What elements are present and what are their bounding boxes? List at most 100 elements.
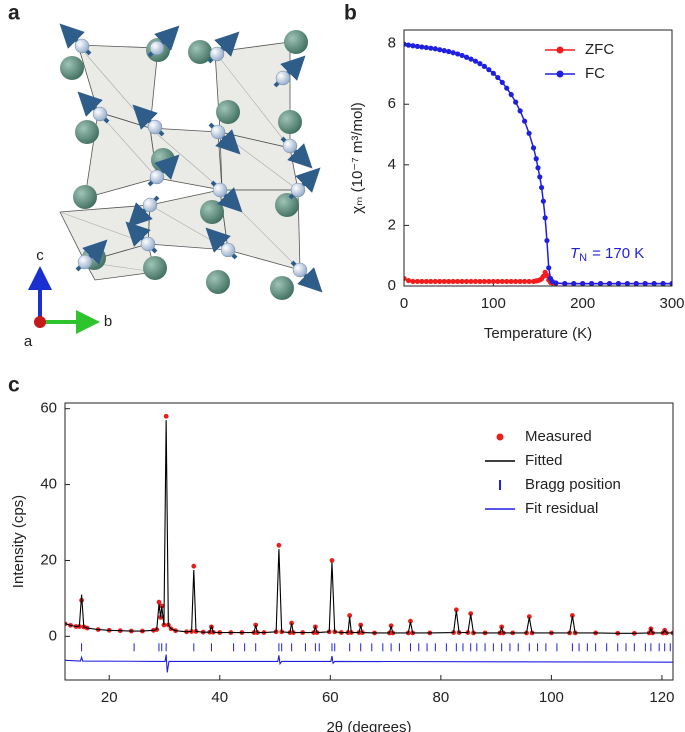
legend-marker: [496, 433, 504, 441]
data-point: [276, 542, 282, 548]
y-tick-label: 40: [40, 476, 57, 493]
x-tick-label: 200: [570, 295, 595, 312]
data-point: [508, 91, 514, 98]
legend-label: Bragg position: [525, 476, 621, 493]
x-tick-label: 60: [322, 689, 339, 706]
data-point: [597, 280, 604, 286]
cation: [200, 200, 224, 224]
data-point: [542, 215, 548, 221]
y-tick-label: 8: [388, 35, 396, 52]
data-point: [530, 145, 537, 151]
data-point: [428, 278, 434, 285]
data-point: [453, 607, 459, 613]
annotation: TN = 170 K: [570, 245, 644, 264]
magnetic-ion: [77, 254, 93, 270]
plot-frame: [403, 29, 673, 287]
axis-label: a: [24, 333, 33, 350]
magnetic-ion: [220, 242, 236, 258]
y-axis-label: χₘ (10⁻⁷ m³/mol): [349, 102, 366, 213]
data-point: [289, 620, 295, 626]
data-point: [459, 278, 465, 285]
data-point: [504, 85, 510, 91]
x-tick-label: 100: [539, 689, 564, 706]
y-tick-label: 60: [40, 400, 57, 417]
data-point: [589, 280, 595, 286]
y-tick-label: 6: [388, 95, 396, 112]
data-point: [544, 272, 550, 278]
x-axis-label: Temperature (K): [484, 325, 592, 342]
data-point: [580, 280, 586, 286]
x-axis-label: 2θ (degrees): [326, 719, 411, 732]
data-point: [468, 278, 474, 285]
data-point: [428, 45, 434, 51]
cation: [60, 56, 84, 80]
cation: [75, 120, 99, 144]
data-point: [446, 278, 452, 285]
data-point: [163, 413, 169, 419]
cation: [216, 100, 240, 124]
legend-marker: [556, 46, 564, 54]
data-point: [432, 46, 438, 52]
data-point: [437, 47, 443, 53]
data-point: [414, 43, 420, 49]
data-point: [419, 278, 425, 285]
data-point: [495, 278, 501, 285]
tetra-edge: [149, 127, 223, 191]
annotation-part: = 170 K: [592, 245, 644, 262]
cation: [270, 276, 294, 300]
data-point: [553, 280, 559, 286]
legend-label: ZFC: [585, 41, 614, 58]
magnetic-ion: [147, 119, 163, 135]
cation: [73, 185, 97, 209]
data-point: [455, 278, 461, 285]
series-line: [65, 654, 673, 673]
magnetic-ion: [292, 262, 308, 278]
data-point: [624, 280, 630, 286]
y-tick-label: 0: [388, 277, 396, 294]
data-point: [419, 44, 425, 50]
y-tick-label: 2: [388, 216, 396, 233]
data-point: [450, 50, 456, 56]
data-point: [633, 280, 639, 286]
data-point: [468, 611, 474, 616]
data-point: [410, 278, 416, 285]
data-point: [486, 67, 492, 73]
cation: [275, 193, 299, 217]
y-tick-label: 20: [40, 551, 57, 568]
data-point: [481, 278, 487, 285]
data-point: [472, 278, 479, 285]
magnetic-ion: [74, 38, 90, 54]
magnetic-ion: [282, 138, 298, 154]
series-line: [65, 420, 673, 634]
cation: [278, 110, 302, 134]
data-point: [544, 237, 550, 244]
legend-label: Measured: [525, 428, 592, 445]
data-point: [504, 278, 510, 285]
data-point: [468, 56, 474, 62]
data-point: [463, 54, 470, 60]
data-point: [513, 278, 519, 285]
data-point: [642, 280, 648, 286]
x-tick-label: 100: [481, 295, 506, 312]
data-point: [441, 278, 447, 285]
data-point: [490, 70, 496, 76]
data-point: [404, 275, 407, 282]
data-point: [405, 42, 412, 48]
magnetic-ion: [209, 46, 225, 62]
magnetic-ion: [142, 197, 158, 213]
data-point: [410, 43, 416, 49]
data-point: [490, 278, 496, 285]
data-point: [526, 278, 532, 285]
data-point: [508, 278, 514, 285]
data-point: [606, 280, 613, 286]
data-point: [499, 79, 505, 86]
tetra-edge: [97, 111, 158, 179]
magnetic-ion: [212, 182, 228, 198]
data-point: [669, 280, 672, 286]
plot-area: [65, 413, 673, 673]
magnetic-ion: [275, 70, 291, 86]
data-point: [522, 118, 528, 124]
data-point: [463, 278, 470, 285]
data-point: [405, 277, 412, 284]
data-point: [499, 278, 505, 285]
